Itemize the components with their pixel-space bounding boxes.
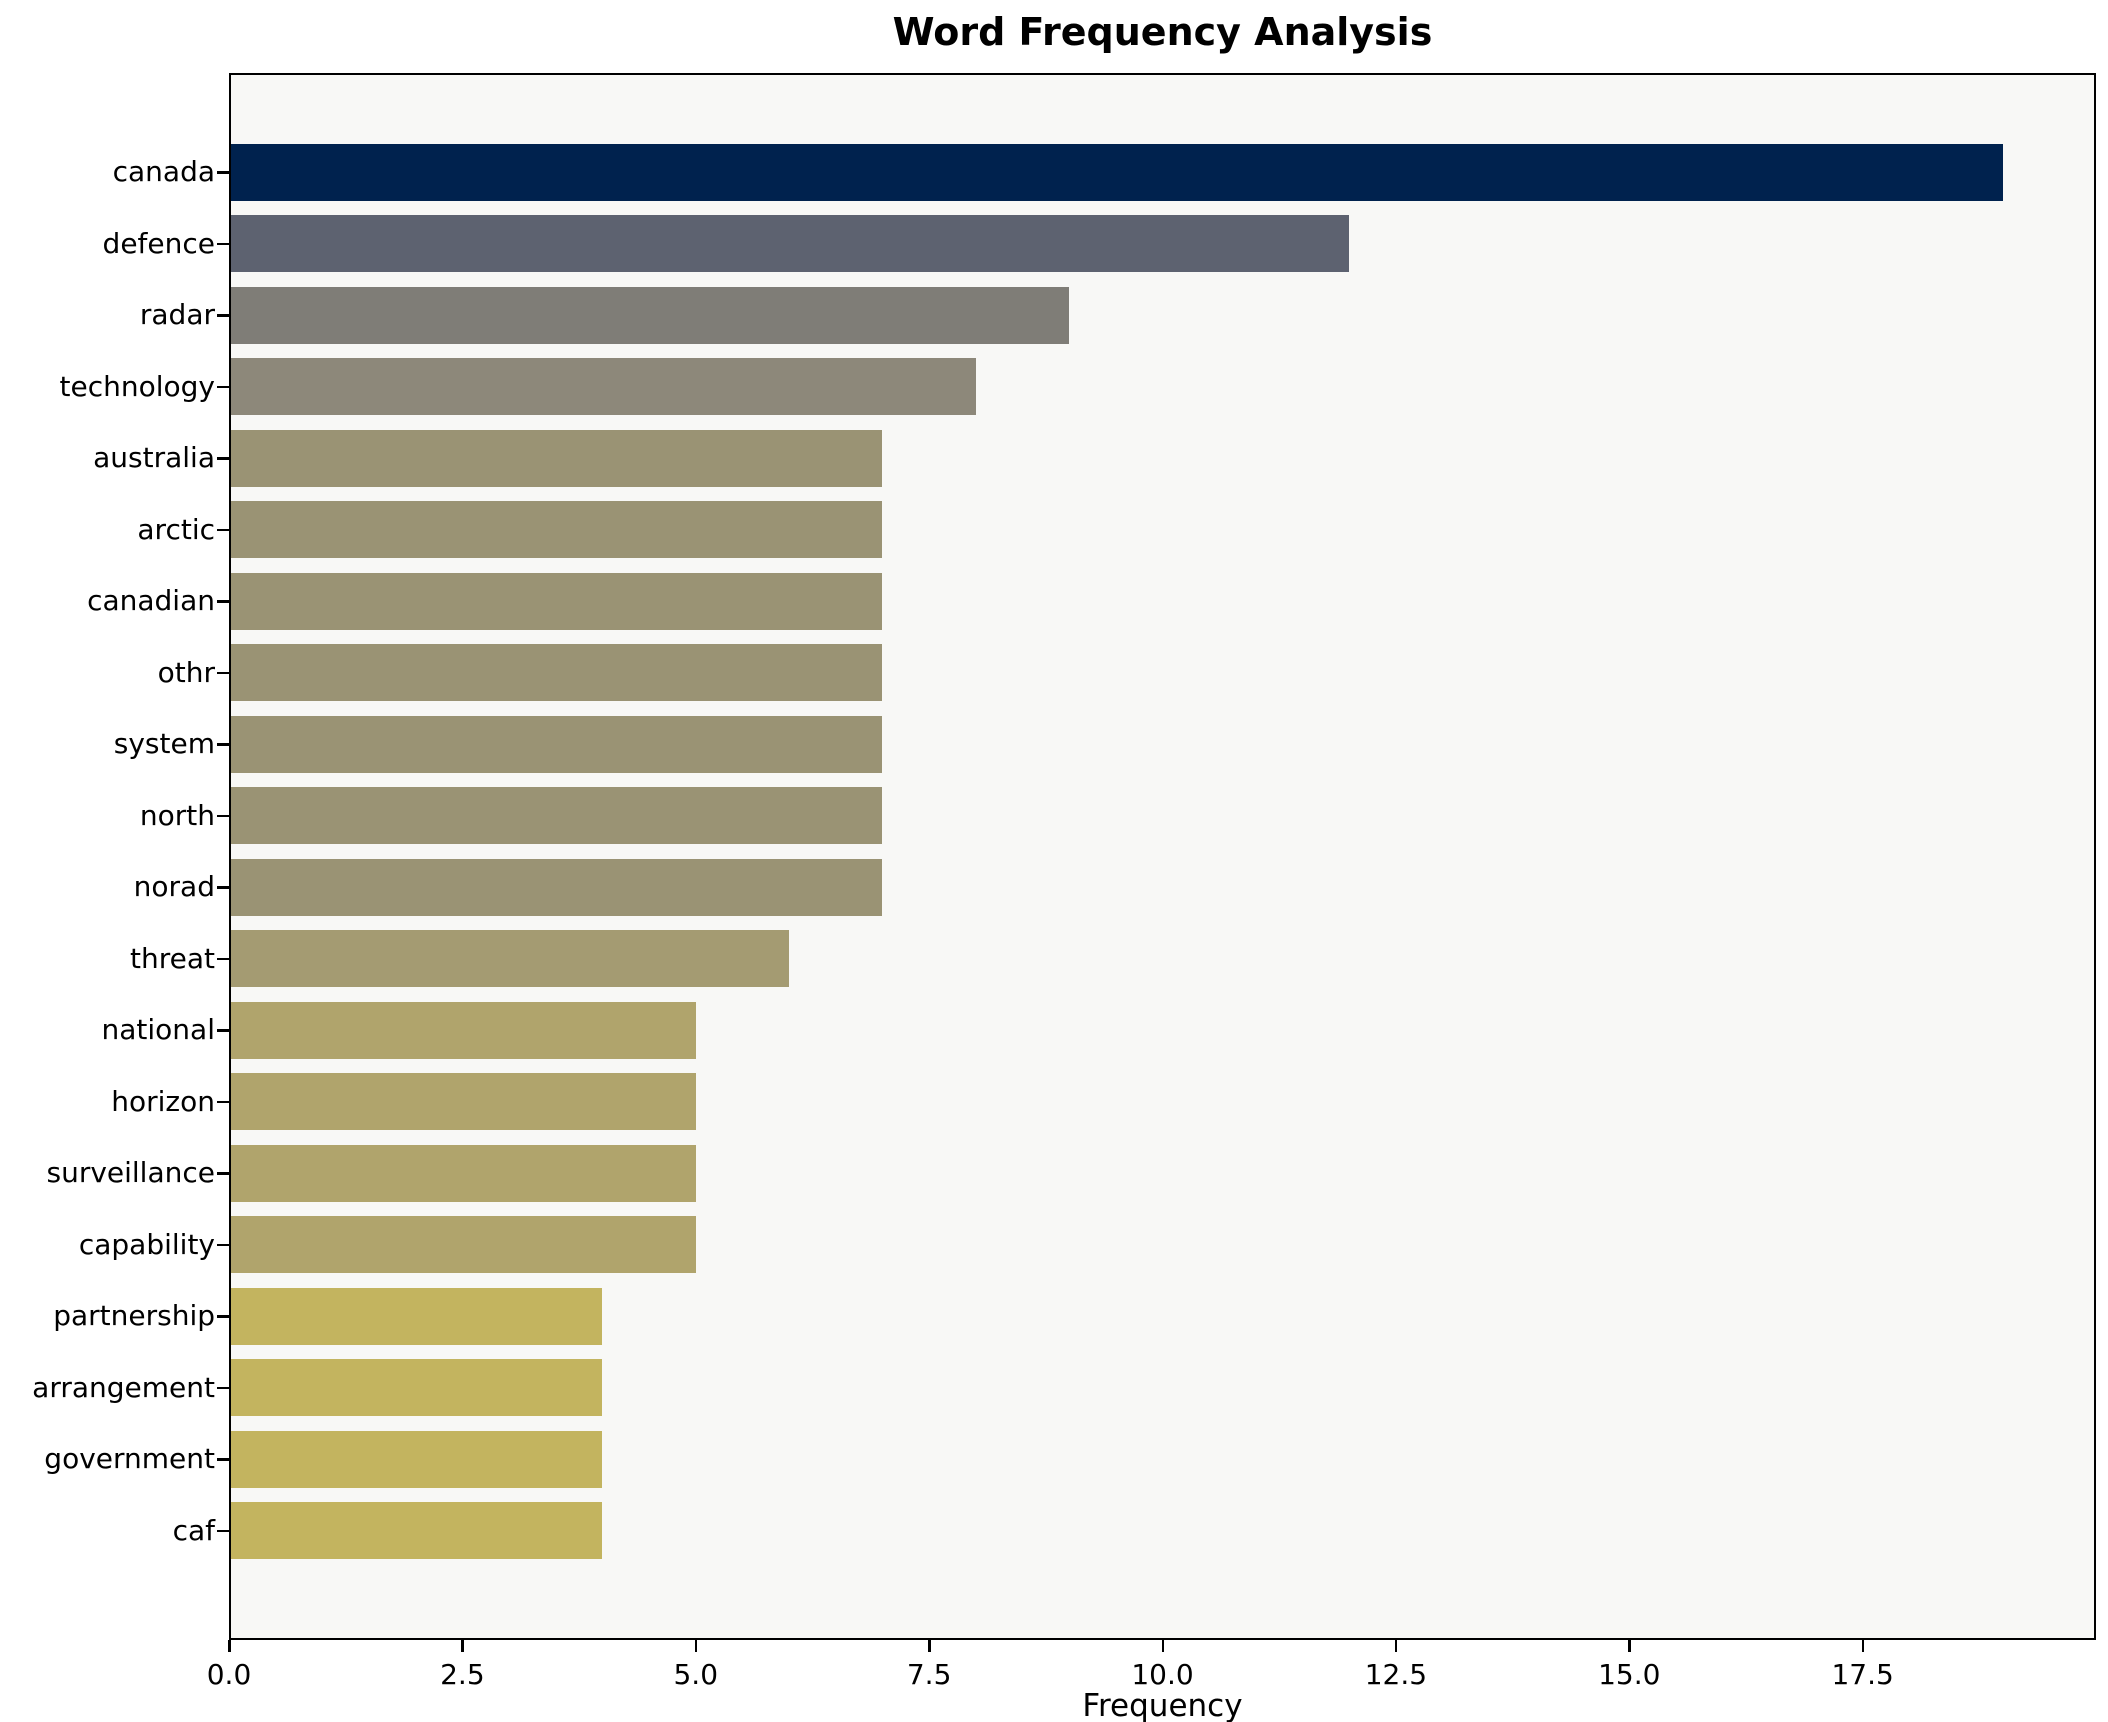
x-tick-17.5 <box>1861 1640 1865 1652</box>
y-label-defence: defence <box>102 226 215 260</box>
chart-title: Word Frequency Analysis <box>892 10 1433 54</box>
x-tick-2.5 <box>461 1640 464 1652</box>
bar-government <box>231 1430 603 1488</box>
bar-system <box>231 715 883 773</box>
y-label-radar: radar <box>139 298 215 331</box>
bar-partnership <box>231 1287 603 1345</box>
y-label-capability: capability <box>78 1227 215 1261</box>
bar-othr <box>231 644 883 701</box>
bar-radar <box>231 286 1070 344</box>
x-tick-label-0.0: 0.0 <box>206 1658 252 1691</box>
x-tick-label-7.5: 7.5 <box>906 1658 952 1691</box>
y-tick-canada <box>217 171 229 174</box>
y-label-north: north <box>139 798 215 832</box>
y-tick-arctic <box>217 528 229 531</box>
y-label-canadian: canadian <box>87 584 215 617</box>
y-tick-technology <box>217 385 229 388</box>
x-tick-label-12.5: 12.5 <box>1364 1658 1428 1691</box>
bar-arctic <box>231 501 883 558</box>
y-label-technology: technology <box>59 369 215 403</box>
y-tick-defence <box>217 242 229 245</box>
bar-threat <box>231 930 790 987</box>
y-tick-norad <box>217 886 229 889</box>
x-tick-0.0 <box>228 1640 231 1652</box>
y-label-norad: norad <box>133 870 215 903</box>
y-tick-horizon <box>217 1100 229 1103</box>
y-tick-government <box>217 1458 229 1461</box>
y-tick-radar <box>217 314 229 317</box>
y-tick-australia <box>217 457 229 460</box>
y-label-caf: caf <box>172 1513 215 1547</box>
bar-defence <box>231 215 1350 272</box>
x-tick-12.5 <box>1394 1640 1398 1652</box>
bar-canada <box>231 143 2003 201</box>
bar-australia <box>231 429 883 487</box>
bar-norad <box>231 858 883 916</box>
y-tick-national <box>217 1029 229 1032</box>
y-tick-othr <box>217 671 229 674</box>
y-label-partnership: partnership <box>53 1299 215 1332</box>
y-label-government: government <box>44 1442 215 1475</box>
y-label-othr: othr <box>157 655 215 689</box>
y-label-canada: canada <box>112 155 215 188</box>
bar-arrangement <box>231 1359 603 1416</box>
x-tick-5.0 <box>694 1640 698 1652</box>
bar-technology <box>231 358 976 415</box>
x-tick-label-5.0: 5.0 <box>673 1658 719 1691</box>
bar-national <box>231 1001 696 1059</box>
y-tick-system <box>217 743 229 746</box>
y-label-horizon: horizon <box>111 1084 215 1118</box>
x-tick-7.5 <box>928 1640 931 1652</box>
y-tick-arrangement <box>217 1386 229 1389</box>
bar-north <box>231 787 883 844</box>
bar-caf <box>231 1502 603 1559</box>
y-label-system: system <box>113 727 215 760</box>
bar-surveillance <box>231 1144 696 1202</box>
x-tick-label-15.0: 15.0 <box>1598 1658 1661 1691</box>
y-label-arrangement: arrangement <box>32 1370 215 1404</box>
y-tick-surveillance <box>217 1172 229 1175</box>
x-tick-label-2.5: 2.5 <box>440 1658 485 1691</box>
y-tick-canadian <box>217 600 229 603</box>
y-label-national: national <box>101 1013 215 1046</box>
x-tick-label-10.0: 10.0 <box>1131 1658 1194 1691</box>
x-tick-10.0 <box>1161 1640 1164 1652</box>
y-tick-capability <box>217 1243 229 1246</box>
y-tick-caf <box>217 1529 229 1532</box>
x-tick-label-17.5: 17.5 <box>1831 1658 1894 1691</box>
y-label-arctic: arctic <box>137 512 215 546</box>
bar-canadian <box>231 572 883 630</box>
y-tick-partnership <box>217 1315 229 1318</box>
x-tick-15.0 <box>1628 1640 1631 1652</box>
y-label-surveillance: surveillance <box>46 1156 215 1189</box>
y-tick-north <box>217 814 229 817</box>
x-axis-title: Frequency <box>1082 1688 1243 1722</box>
bar-horizon <box>231 1073 696 1130</box>
y-label-threat: threat <box>130 941 215 975</box>
y-label-australia: australia <box>93 441 215 474</box>
bar-capability <box>231 1216 696 1273</box>
y-tick-threat <box>217 957 229 960</box>
